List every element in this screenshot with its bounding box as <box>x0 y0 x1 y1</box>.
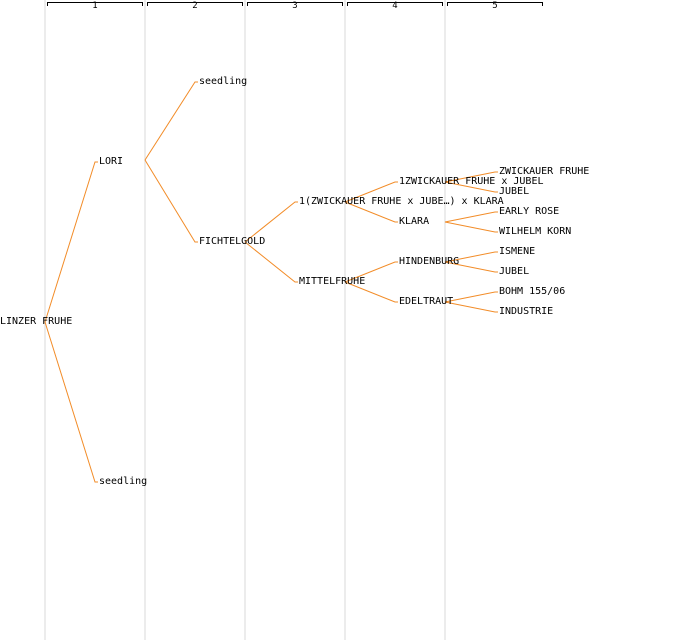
link-line <box>344 261 398 283</box>
generation-column-line <box>344 0 346 640</box>
link-line <box>44 161 98 323</box>
generation-number: 4 <box>392 1 398 11</box>
link-group <box>44 81 498 483</box>
ancestor-early-rose[interactable]: EARLY ROSE <box>499 206 560 217</box>
ancestor-wilhelm-korn[interactable]: WILHELM KORN <box>499 226 572 237</box>
generation-column-line <box>244 0 246 640</box>
ancestor-industrie[interactable]: INDUSTRIE <box>499 306 554 317</box>
link-line <box>444 261 498 273</box>
link-line <box>444 251 498 263</box>
generation-bracket <box>447 2 543 6</box>
ancestor-jubel[interactable]: JUBEL <box>499 266 530 277</box>
grandparent-fichtelgold[interactable]: FICHTELGOLD <box>199 236 266 247</box>
link-line <box>44 321 98 483</box>
ancestor-mittelfruhe[interactable]: MITTELFRUHE <box>299 276 366 287</box>
generation-number: 5 <box>492 1 498 11</box>
root-variety-linzer-fruhe[interactable]: LINZER FRUHE <box>0 316 73 327</box>
ancestor-cross-zwickauer-klara[interactable]: 1(ZWICKAUER FRUHE x JUBE…) x KLARA <box>299 196 504 207</box>
link-line <box>144 159 198 243</box>
generation-number: 2 <box>192 1 198 11</box>
generation-column-line <box>444 0 446 640</box>
ancestor-bohm-155-06[interactable]: BOHM 155/06 <box>499 286 566 297</box>
ancestor-klara[interactable]: KLARA <box>399 216 430 227</box>
ancestor-zwickauer-jubel-cross[interactable]: 1ZWICKAUER FRUHE x JUBEL <box>399 176 544 187</box>
ancestor-hindenburg[interactable]: HINDENBURG <box>399 256 460 267</box>
link-line <box>244 201 298 243</box>
generation-column-line <box>44 0 46 640</box>
generation-number: 1 <box>92 1 98 11</box>
ancestor-jubel[interactable]: JUBEL <box>499 186 530 197</box>
ancestor-edeltraut[interactable]: EDELTRAUT <box>399 296 454 307</box>
link-line <box>344 181 398 203</box>
parent-lori[interactable]: LORI <box>99 156 124 167</box>
link-line <box>244 241 298 283</box>
link-line <box>144 81 198 161</box>
link-line <box>444 211 498 223</box>
link-line <box>444 171 498 183</box>
ancestor-zwickauer-fruhe[interactable]: ZWICKAUER FRUHE <box>499 166 590 177</box>
generation-bracket <box>47 2 143 6</box>
link-line <box>444 291 498 303</box>
generation-number: 3 <box>292 1 298 11</box>
link-line <box>444 221 498 233</box>
generation-bracket <box>247 2 343 6</box>
generation-bracket <box>347 2 443 6</box>
link-line <box>444 181 498 193</box>
generation-bracket <box>147 2 243 6</box>
ancestor-ismene[interactable]: ISMENE <box>499 246 536 257</box>
link-line <box>344 201 398 223</box>
grandparent-seedling[interactable]: seedling <box>199 76 248 87</box>
link-line <box>344 281 398 303</box>
link-line <box>444 301 498 313</box>
generation-column-line <box>144 0 146 640</box>
parent-seedling[interactable]: seedling <box>99 476 148 487</box>
